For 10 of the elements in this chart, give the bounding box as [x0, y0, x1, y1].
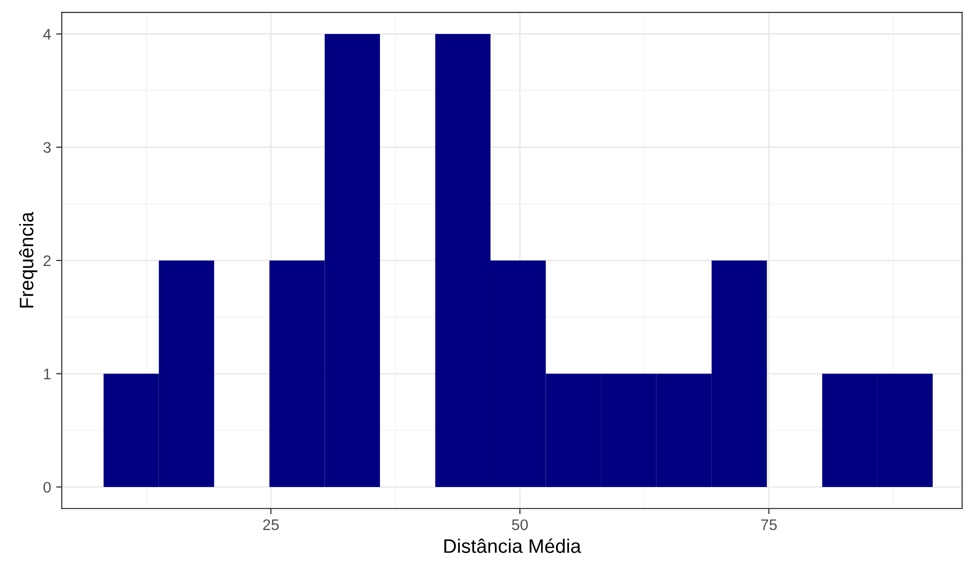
x-tick-label: 25: [263, 519, 279, 530]
x-tick-label: 75: [761, 519, 777, 530]
x-tick-label: 50: [512, 519, 528, 530]
y-tick-label: 3: [43, 142, 51, 153]
y-axis-title: Frequência: [19, 212, 38, 308]
y-tick-label: 4: [43, 28, 51, 40]
x-axis-title: Distância Média: [444, 538, 582, 553]
y-tick-label: 2: [44, 255, 51, 266]
y-tick-label: 0: [43, 482, 51, 493]
y-tick-label: 1: [44, 368, 51, 380]
